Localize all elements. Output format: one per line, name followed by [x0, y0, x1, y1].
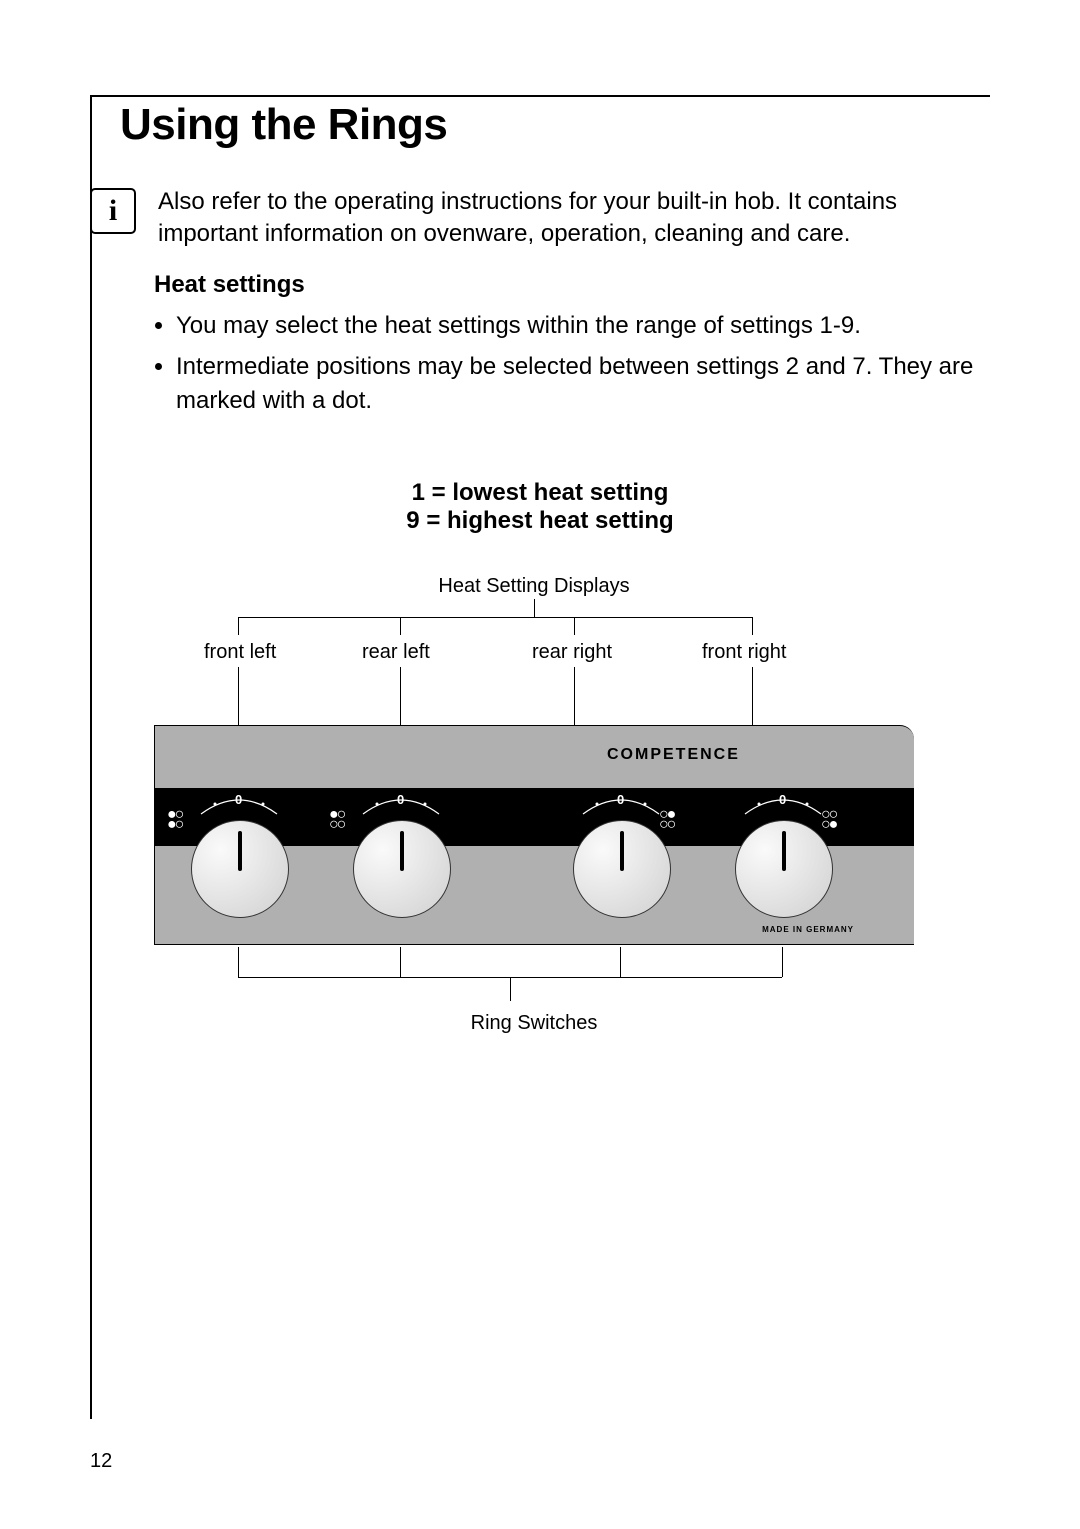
- heat-settings-heading: Heat settings: [154, 271, 990, 299]
- position-label-rear-right: rear right: [532, 641, 612, 664]
- heat-settings-list: You may select the heat settings within …: [154, 309, 990, 419]
- info-text: Also refer to the operating instructions…: [158, 186, 938, 251]
- ring-knob-rear-right[interactable]: [573, 820, 671, 918]
- connector-line: [510, 977, 511, 1001]
- connector-line: [400, 947, 401, 977]
- heat-legend: 1 = lowest heat setting 9 = highest heat…: [90, 479, 990, 535]
- control-panel: COMPETENCE ●○●○ ●○○○ ○●○○ ○○○● 0 0 0 0: [154, 725, 914, 945]
- connector-line: [400, 617, 401, 635]
- heat-settings-section: Heat settings You may select the heat se…: [154, 271, 990, 419]
- info-callout: i Also refer to the operating instructio…: [90, 186, 990, 251]
- ring-knob-rear-left[interactable]: [353, 820, 451, 918]
- connector-line: [620, 947, 621, 977]
- ring-knob-front-right[interactable]: [735, 820, 833, 918]
- connector-line: [752, 667, 753, 725]
- position-label-rear-left: rear left: [362, 641, 430, 664]
- info-icon: i: [90, 188, 136, 234]
- content: Using the Rings i Also refer to the oper…: [90, 70, 990, 1035]
- connector-line: [238, 947, 239, 977]
- position-label-front-right: front right: [702, 641, 786, 664]
- legend-line-1: 1 = lowest heat setting: [90, 479, 990, 507]
- ring-knob-front-left[interactable]: [191, 820, 289, 918]
- brand-label: COMPETENCE: [607, 746, 740, 764]
- page-number: 12: [90, 1450, 112, 1473]
- diagram: Heat Setting Displays front left rear le…: [154, 575, 990, 1035]
- connector-line: [752, 617, 753, 635]
- page: Using the Rings i Also refer to the oper…: [0, 0, 1080, 1529]
- connector-line: [238, 617, 239, 635]
- connector-line: [238, 617, 752, 618]
- connector-line: [534, 599, 535, 617]
- legend-line-2: 9 = highest heat setting: [90, 507, 990, 535]
- heat-display-label: Heat Setting Displays: [438, 575, 629, 598]
- position-label-front-left: front left: [204, 641, 276, 664]
- list-item: You may select the heat settings within …: [176, 309, 990, 344]
- connector-line: [574, 617, 575, 635]
- ring-switches-label: Ring Switches: [471, 1012, 598, 1035]
- made-in-label: MADE IN GERMANY: [762, 925, 854, 934]
- page-title: Using the Rings: [120, 100, 990, 150]
- connector-line: [782, 947, 783, 977]
- list-item: Intermediate positions may be selected b…: [176, 350, 990, 420]
